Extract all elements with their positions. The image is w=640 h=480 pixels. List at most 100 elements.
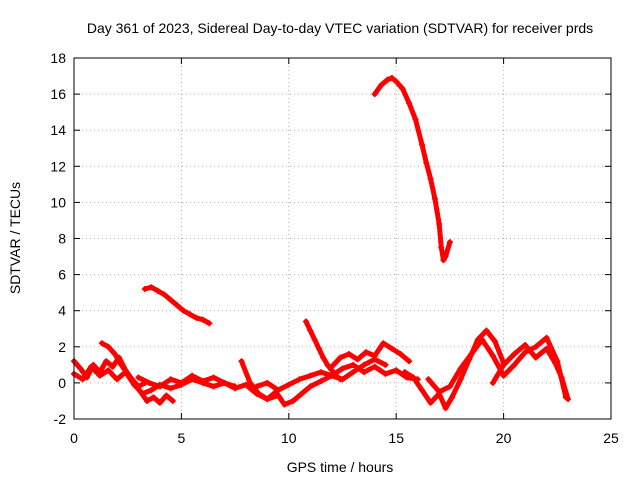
data-point [88,363,95,370]
series-trace [425,335,569,400]
y-axis-label: SDTVAR / TECUs [7,182,23,294]
y-tick-label: 12 [50,158,66,174]
data-point [146,379,153,386]
data-point [124,370,131,377]
data-point [425,376,432,383]
data-point [154,287,161,294]
data-point [167,376,174,383]
series-arc-8 [302,318,344,383]
data-point [442,253,449,260]
data-point [565,396,572,403]
data-point [532,343,539,350]
data-point [242,381,249,388]
y-tick-label: 8 [58,231,66,247]
data-point [150,394,157,401]
data-point [483,327,490,334]
data-point [457,376,464,383]
data-point [103,358,110,365]
y-tick-label: 2 [58,339,66,355]
data-point [180,307,187,314]
data-point [296,376,303,383]
data-point [109,363,116,370]
series-trace [372,75,453,263]
data-point [144,397,151,404]
data-point [442,405,449,412]
x-tick-label: 15 [388,430,404,446]
data-point [137,388,144,395]
data-point [388,345,395,352]
data-point [410,374,417,381]
series-trace [254,362,421,393]
data-point [307,327,314,334]
data-point [302,318,309,325]
data-point [543,334,550,341]
data-point [324,361,331,368]
y-tick-label: 14 [50,122,66,138]
data-point [96,372,103,379]
data-point [253,383,260,390]
data-point [350,361,357,368]
data-point [285,381,292,388]
data-point [388,74,395,81]
data-point [378,82,385,89]
series-arc-12 [425,334,569,401]
data-point [311,336,318,343]
data-point [186,311,193,318]
data-point [446,383,453,390]
data-point [522,349,529,356]
y-tick-label: 4 [58,303,66,319]
data-point [492,338,499,345]
x-tick-label: 25 [603,430,619,446]
data-point [290,397,297,404]
series-arc-9 [328,340,413,370]
data-point [307,383,314,390]
data-point [105,367,112,374]
data-point [167,385,174,392]
data-point [232,385,239,392]
data-point [457,365,464,372]
data-point [255,390,262,397]
data-point [489,352,496,359]
data-point [161,291,168,298]
data-point [163,392,170,399]
data-point [210,383,217,390]
data-point [511,351,518,358]
data-point [436,388,443,395]
data-point [397,351,404,358]
data-point [406,100,413,107]
data-point [423,159,430,166]
data-point [511,361,518,368]
data-point [275,387,282,394]
data-point [79,376,86,383]
data-point [382,370,389,377]
data-point [178,379,185,386]
data-point [399,85,406,92]
grid-layer [74,58,611,419]
data-point [156,399,163,406]
data-point [371,352,378,359]
data-point [438,244,445,251]
x-tick-label: 20 [496,430,512,446]
data-point [141,286,148,293]
data-point [401,369,408,376]
data-point [552,360,559,367]
data-point [318,378,325,385]
data-point [131,379,138,386]
data-point [264,396,271,403]
data-point [440,257,447,264]
data-point [105,343,112,350]
data-point [98,340,105,347]
x-tick-label: 5 [178,430,186,446]
series-arc-6 [238,356,389,408]
data-point [360,361,367,368]
data-point [345,351,352,358]
data-point [436,221,443,228]
series-arc-3 [98,340,176,406]
data-point [427,175,434,182]
data-point [320,354,327,361]
data-point [468,351,475,358]
y-tick-label: 18 [50,50,66,66]
data-point [489,379,496,386]
data-point [174,302,181,309]
